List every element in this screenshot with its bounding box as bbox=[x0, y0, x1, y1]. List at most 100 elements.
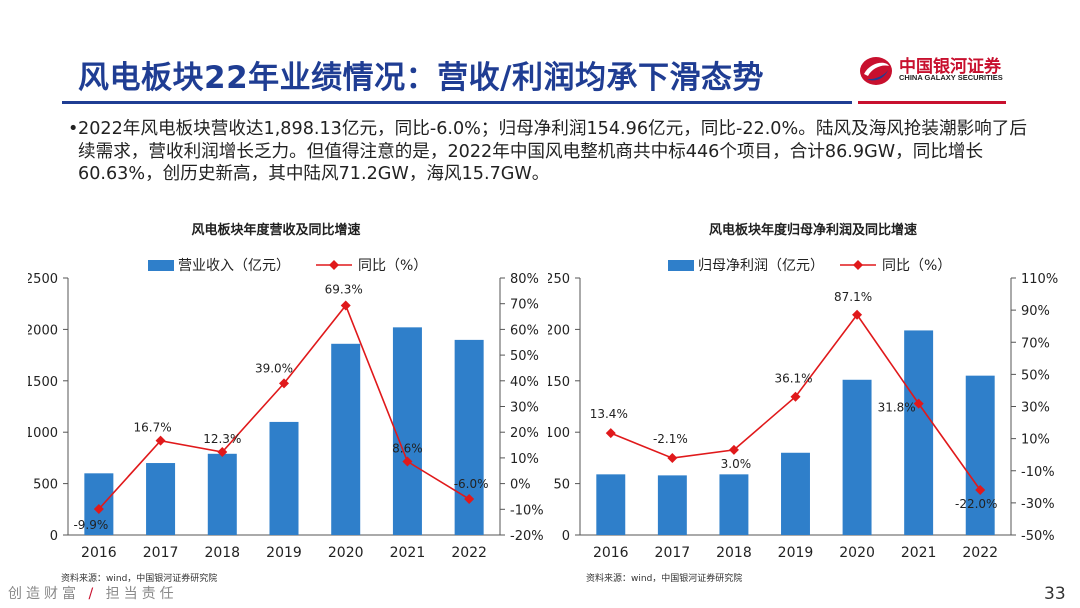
yoy-point bbox=[790, 391, 801, 402]
legend-bar-label: 营业收入（亿元） bbox=[178, 258, 290, 274]
right-tick-label: -20% bbox=[510, 529, 544, 544]
logo-text-cn: 中国银河证券 bbox=[899, 57, 1001, 77]
right-tick-label: 110% bbox=[1021, 272, 1058, 287]
summary-text: 2022年风电板块营收达1,898.13亿元，同比-6.0%；归母净利润154.… bbox=[78, 119, 1027, 184]
chart-title: 风电板块年度归母净利润及同比增速 bbox=[709, 222, 917, 238]
brand-logo: 中国银河证券 CHINA GALAXY SECURITIES bbox=[858, 52, 1018, 92]
bar bbox=[146, 463, 176, 535]
bar bbox=[657, 475, 687, 535]
right-tick-label: 80% bbox=[510, 272, 539, 287]
yoy-point bbox=[402, 456, 413, 467]
bar bbox=[781, 452, 810, 535]
yoy-point bbox=[913, 398, 924, 409]
left-tick-label: 0 bbox=[50, 529, 58, 544]
chart-source: 资料来源：wind，中国银河证券研究院 bbox=[61, 572, 217, 584]
right-tick-label: 10% bbox=[1021, 433, 1050, 448]
bar bbox=[331, 343, 361, 535]
yoy-data-label: -2.1% bbox=[653, 432, 688, 446]
right-tick-label: -50% bbox=[1021, 529, 1055, 544]
yoy-data-label: -9.9% bbox=[73, 518, 108, 532]
bar bbox=[842, 379, 872, 535]
footer-slogan: 创造财富 / 担当责任 bbox=[8, 583, 178, 603]
title-underline bbox=[62, 101, 852, 104]
bar bbox=[392, 327, 422, 535]
yoy-point bbox=[340, 300, 351, 311]
yoy-point bbox=[667, 453, 678, 464]
legend-bar-label: 归母净利润（亿元） bbox=[698, 257, 824, 274]
left-tick-label: 100 bbox=[548, 426, 570, 441]
yoy-data-label: 12.3% bbox=[203, 432, 241, 446]
chart-title: 风电板块年度营收及同比增速 bbox=[191, 222, 360, 238]
yoy-data-label: 3.0% bbox=[721, 457, 752, 471]
left-tick-label: 2000 bbox=[28, 323, 58, 338]
right-tick-label: 40% bbox=[510, 375, 539, 390]
yoy-data-label: 16.7% bbox=[134, 421, 172, 435]
title-underline-accent bbox=[858, 101, 1006, 104]
bar bbox=[719, 474, 749, 535]
bar bbox=[454, 339, 484, 535]
x-tick-label: 2020 bbox=[839, 545, 875, 561]
right-tick-label: 70% bbox=[510, 298, 539, 313]
yoy-point bbox=[852, 309, 863, 320]
yoy-point bbox=[728, 444, 739, 455]
x-tick-label: 2017 bbox=[655, 545, 691, 561]
chart-source: 资料来源：wind，中国银河证券研究院 bbox=[586, 572, 742, 584]
yoy-point bbox=[464, 494, 475, 505]
galaxy-logo-icon bbox=[860, 57, 892, 85]
legend-line-marker bbox=[853, 260, 863, 270]
legend-line-label: 同比（%） bbox=[882, 258, 951, 274]
left-tick-label: 250 bbox=[548, 272, 570, 287]
yoy-data-label: 69.3% bbox=[325, 282, 363, 296]
bar bbox=[904, 330, 934, 535]
legend-line-marker bbox=[329, 260, 339, 270]
x-tick-label: 2018 bbox=[204, 545, 240, 561]
yoy-point bbox=[93, 504, 104, 515]
right-tick-label: 0% bbox=[510, 478, 531, 493]
legend-bar-swatch bbox=[148, 260, 174, 271]
logo-text-en: CHINA GALAXY SECURITIES bbox=[899, 73, 1003, 82]
slogan-part-a: 创造财富 bbox=[8, 586, 80, 602]
left-tick-label: 1500 bbox=[28, 375, 58, 390]
slogan-slash: / bbox=[88, 586, 98, 602]
legend-line-label: 同比（%） bbox=[358, 258, 427, 274]
yoy-data-label: 8.6% bbox=[392, 441, 423, 455]
right-tick-label: -10% bbox=[510, 503, 544, 518]
bar bbox=[596, 474, 626, 535]
x-tick-label: 2018 bbox=[716, 545, 752, 561]
x-tick-label: 2019 bbox=[266, 545, 302, 561]
yoy-data-label: 13.4% bbox=[590, 407, 628, 421]
yoy-point bbox=[217, 446, 228, 457]
x-tick-label: 2022 bbox=[451, 545, 487, 561]
x-tick-label: 2016 bbox=[593, 545, 629, 561]
right-tick-label: -10% bbox=[1021, 465, 1055, 480]
left-tick-label: 200 bbox=[548, 323, 570, 338]
yoy-data-label: 87.1% bbox=[834, 290, 872, 304]
yoy-point bbox=[279, 378, 289, 389]
left-tick-label: 50 bbox=[553, 478, 570, 493]
yoy-data-label: -6.0% bbox=[454, 477, 489, 491]
bar bbox=[207, 453, 237, 535]
summary-paragraph: • 2022年风电板块营收达1,898.13亿元，同比-6.0%；归母净利润15… bbox=[68, 118, 1038, 186]
left-tick-label: 1000 bbox=[28, 426, 58, 441]
left-tick-label: 500 bbox=[33, 478, 58, 493]
right-tick-label: 20% bbox=[510, 426, 539, 441]
right-tick-label: 50% bbox=[1021, 368, 1050, 383]
page-title: 风电板块22年业绩情况：营收/利润均承下滑态势 bbox=[78, 60, 764, 96]
right-tick-label: 60% bbox=[510, 323, 539, 338]
x-tick-label: 2017 bbox=[143, 545, 179, 561]
x-tick-label: 2021 bbox=[390, 545, 426, 561]
yoy-data-label: 31.8% bbox=[878, 401, 916, 415]
x-tick-label: 2022 bbox=[962, 545, 998, 561]
bar bbox=[269, 421, 299, 535]
yoy-data-label: 36.1% bbox=[774, 372, 812, 386]
left-tick-label: 150 bbox=[548, 375, 570, 390]
right-tick-label: -30% bbox=[1021, 497, 1055, 512]
page-number: 33 bbox=[1044, 584, 1066, 604]
yoy-data-label: -22.0% bbox=[955, 497, 997, 511]
right-tick-label: 30% bbox=[1021, 401, 1050, 416]
right-tick-label: 70% bbox=[1021, 336, 1050, 351]
legend-bar-swatch bbox=[668, 260, 694, 271]
yoy-point bbox=[975, 485, 986, 496]
